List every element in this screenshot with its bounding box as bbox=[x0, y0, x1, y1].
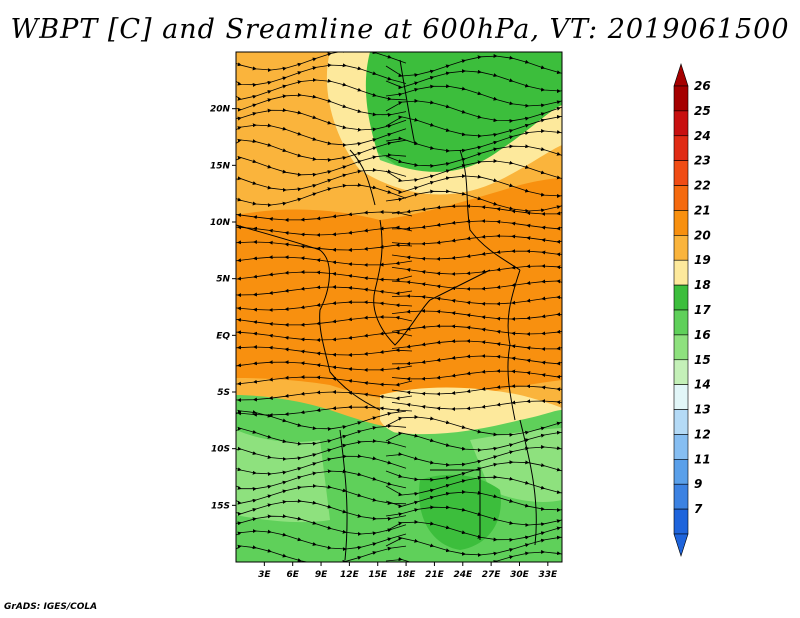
colorbar-swatch bbox=[673, 384, 689, 410]
lat-tick-label: 10N bbox=[210, 218, 231, 228]
wbpt-field-16-southwest bbox=[236, 430, 330, 523]
streamline bbox=[236, 389, 413, 403]
colorbar-label: 16 bbox=[694, 328, 711, 342]
streamline bbox=[391, 384, 562, 396]
colorbar-extend-top bbox=[673, 63, 689, 87]
colorbar-label: 26 bbox=[694, 79, 711, 93]
colorbar-swatch bbox=[673, 135, 689, 161]
colorbar-swatch bbox=[673, 235, 689, 261]
country-borders bbox=[236, 59, 537, 561]
colorbar-swatch bbox=[673, 110, 689, 137]
colorbar-label: 19 bbox=[694, 253, 711, 267]
lon-tick-label: 33E bbox=[538, 570, 558, 580]
colorbar-label: 9 bbox=[694, 477, 702, 491]
colorbar-swatch bbox=[673, 508, 689, 535]
lat-tick-label: 5N bbox=[216, 275, 230, 285]
colorbar-swatch bbox=[673, 359, 689, 385]
streamline bbox=[236, 360, 413, 373]
streamline bbox=[391, 219, 562, 231]
colorbar-swatch bbox=[673, 284, 689, 311]
streamline bbox=[236, 225, 413, 238]
streamlines bbox=[236, 52, 562, 562]
streamline bbox=[236, 285, 413, 298]
lon-tick-label: 15E bbox=[368, 570, 388, 580]
colorbar-label: 23 bbox=[694, 154, 711, 168]
colorbar: 26 25 24 23 22 21 20 19 18 17 16 15 14 13 12 11 9 7 bbox=[673, 63, 711, 557]
colorbar-label: 20 bbox=[694, 228, 711, 242]
colorbar-label: 24 bbox=[694, 129, 711, 143]
colorbar-label: 21 bbox=[694, 203, 711, 217]
lon-tick-label: 24E bbox=[453, 570, 473, 580]
streamline bbox=[236, 270, 413, 282]
colorbar-swatch bbox=[673, 309, 689, 336]
streamline bbox=[391, 323, 562, 337]
lat-tick-label: 15N bbox=[210, 161, 231, 171]
colorbar-label: 14 bbox=[694, 378, 711, 392]
streamline bbox=[391, 308, 562, 321]
colorbar-label: 25 bbox=[694, 104, 711, 118]
colorbar-label: 17 bbox=[694, 303, 711, 317]
chart-title: WBPT [C] and Sreamline at 600hPa, VT: 20… bbox=[10, 14, 790, 45]
streamline bbox=[236, 183, 407, 208]
lon-tick-label: 9E bbox=[315, 570, 328, 580]
lon-tick-label: 30E bbox=[510, 570, 530, 580]
streamline bbox=[391, 279, 562, 291]
colorbar-swatch bbox=[673, 259, 689, 286]
streamline bbox=[236, 209, 413, 223]
colorbar-label: 15 bbox=[694, 353, 711, 367]
lon-tick-label: 12E bbox=[340, 570, 360, 580]
colorbar-swatch bbox=[673, 160, 689, 186]
colorbar-swatch bbox=[673, 483, 689, 510]
longitude-axis: 3E 6E 9E 12E 15E 18E 21E 24E 27E 30E 33E bbox=[258, 562, 558, 580]
streamline bbox=[236, 314, 413, 327]
lat-tick-label: 15S bbox=[211, 501, 230, 511]
colorbar-swatch bbox=[673, 85, 689, 112]
streamline bbox=[236, 239, 413, 252]
colorbar-label: 22 bbox=[694, 179, 711, 193]
lon-tick-label: 27E bbox=[482, 570, 502, 580]
streamline bbox=[391, 204, 562, 217]
lat-tick-label: 5S bbox=[217, 388, 230, 398]
lon-tick-label: 21E bbox=[425, 570, 445, 580]
streamline bbox=[391, 233, 562, 246]
colorbar-swatch bbox=[673, 459, 689, 485]
lat-tick-label: EQ bbox=[216, 331, 230, 341]
lat-tick-label: 20N bbox=[210, 105, 231, 115]
lon-tick-label: 3E bbox=[258, 570, 271, 580]
streamline bbox=[236, 330, 413, 343]
streamline bbox=[385, 549, 562, 562]
map-frame bbox=[235, 51, 563, 563]
streamline bbox=[391, 353, 562, 366]
grads-credit: GrADS: IGES/COLA bbox=[4, 602, 98, 612]
streamline bbox=[391, 249, 562, 261]
streamline bbox=[236, 544, 407, 562]
streamline bbox=[391, 294, 562, 306]
latitude-axis: 20N 15N 10N 5N EQ 5S 10S 15S bbox=[210, 105, 236, 511]
colorbar-swatch bbox=[673, 185, 689, 211]
colorbar-label: 12 bbox=[694, 427, 711, 441]
lat-tick-label: 10S bbox=[211, 445, 230, 455]
streamline bbox=[236, 300, 413, 312]
colorbar-swatch bbox=[673, 210, 689, 236]
colorbar-label: 13 bbox=[694, 403, 711, 417]
colorbar-swatch bbox=[673, 409, 689, 435]
colorbar-label: 18 bbox=[694, 278, 711, 292]
streamline bbox=[391, 339, 562, 352]
colorbar-swatch bbox=[673, 434, 689, 460]
streamline bbox=[391, 369, 562, 381]
streamline bbox=[391, 399, 562, 412]
map-panel bbox=[236, 52, 562, 562]
streamline bbox=[236, 344, 413, 357]
colorbar-label: 7 bbox=[694, 502, 703, 516]
colorbar-label: 11 bbox=[694, 452, 711, 466]
colorbar-swatch bbox=[673, 334, 689, 361]
lon-tick-label: 18E bbox=[397, 570, 417, 580]
streamline bbox=[236, 375, 413, 387]
streamline bbox=[391, 264, 562, 277]
lon-tick-label: 6E bbox=[286, 570, 299, 580]
colorbar-extend-bottom bbox=[673, 533, 689, 557]
